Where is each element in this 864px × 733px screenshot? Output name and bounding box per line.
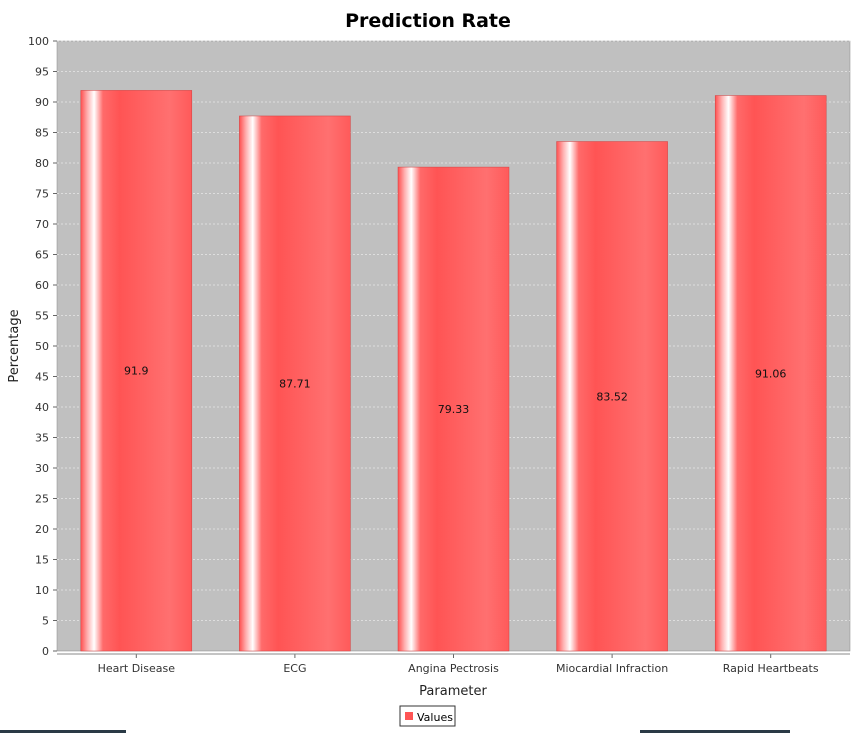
x-tick-label: Heart Disease (98, 662, 176, 675)
data-label: 83.52 (596, 390, 628, 403)
bar (556, 141, 668, 652)
y-tick-label: 25 (35, 493, 49, 506)
y-tick-label: 100 (28, 35, 49, 48)
x-tick-label: ECG (283, 662, 306, 675)
taskbar-strip-left (0, 730, 126, 733)
x-axis-ticks: Heart Disease ECG Angina Pectrosis Miocardi… (98, 654, 819, 675)
y-tick-label: 30 (35, 462, 49, 475)
y-tick-label: 80 (35, 157, 49, 170)
bars (80, 90, 827, 652)
y-tick-label: 35 (35, 432, 49, 445)
legend: Values (399, 705, 456, 727)
y-axis-ticks: 0 5 10 15 20 25 30 35 40 45 50 55 60 65 70 75 80 85 90 95 10… (28, 35, 57, 658)
y-tick-label: 60 (35, 279, 49, 292)
legend-label: Values (417, 711, 453, 724)
y-tick-label: 85 (35, 127, 49, 140)
x-tick-label: Miocardial Infraction (556, 662, 668, 675)
y-tick-label: 45 (35, 371, 49, 384)
y-tick-label: 55 (35, 310, 49, 323)
y-tick-label: 0 (42, 645, 49, 658)
x-axis-label: Parameter (419, 684, 487, 699)
y-tick-label: 10 (35, 584, 49, 597)
y-tick-label: 75 (35, 188, 49, 201)
legend-swatch (405, 712, 413, 720)
y-tick-label: 70 (35, 218, 49, 231)
bar (714, 95, 827, 652)
y-axis-label: Percentage (7, 309, 22, 382)
y-tick-label: 15 (35, 554, 49, 567)
y-tick-label: 20 (35, 523, 49, 536)
y-tick-label: 5 (42, 615, 49, 628)
x-tick-label: Rapid Heartbeats (723, 662, 819, 675)
data-label: 79.33 (438, 403, 470, 416)
taskbar-strip-right (640, 730, 790, 733)
y-tick-label: 50 (35, 340, 49, 353)
bar (80, 90, 193, 652)
legend-box (399, 705, 456, 727)
y-tick-label: 95 (35, 66, 49, 79)
chart-title: Prediction Rate (345, 10, 511, 32)
y-tick-label: 65 (35, 249, 49, 262)
data-label: 87.71 (279, 377, 311, 390)
x-tick-label: Angina Pectrosis (408, 662, 499, 675)
bar (239, 115, 351, 652)
y-tick-label: 40 (35, 401, 49, 414)
data-labels: 91.9 87.71 79.33 83.52 91.06 (124, 365, 786, 416)
data-label: 91.9 (124, 365, 149, 378)
bar (397, 166, 510, 652)
data-label: 91.06 (755, 367, 787, 380)
y-tick-label: 90 (35, 96, 49, 109)
